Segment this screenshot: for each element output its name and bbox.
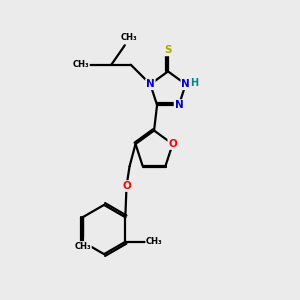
Text: S: S: [164, 45, 172, 56]
Text: CH₃: CH₃: [74, 242, 91, 251]
Text: CH₃: CH₃: [72, 60, 89, 69]
Text: O: O: [168, 139, 177, 149]
Text: N: N: [146, 79, 155, 89]
Text: N: N: [181, 79, 190, 89]
Text: CH₃: CH₃: [121, 33, 138, 42]
Text: O: O: [122, 181, 131, 191]
Text: N: N: [175, 100, 183, 110]
Text: CH₃: CH₃: [146, 237, 163, 246]
Text: H: H: [190, 78, 198, 88]
